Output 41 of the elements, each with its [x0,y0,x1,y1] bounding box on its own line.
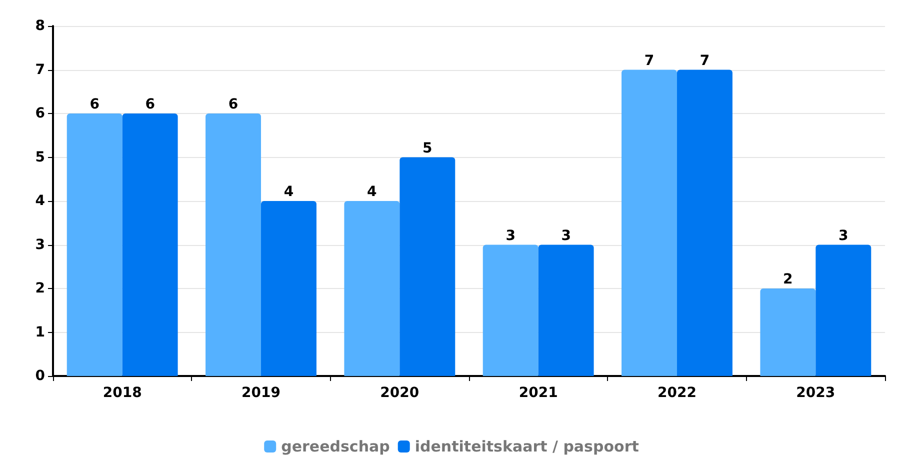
bar [622,70,677,376]
x-tick-label: 2018 [102,385,142,401]
data-label: 7 [644,52,654,69]
bar [66,114,122,376]
bar [482,244,538,376]
bar [206,114,261,376]
y-tick-label: 1 [35,324,45,340]
data-label: 6 [90,96,100,112]
x-tick-label: 2023 [796,385,836,401]
bar [816,244,872,376]
data-label: 5 [422,140,432,156]
y-tick-label: 6 [35,106,45,122]
bar [760,288,816,376]
data-label: 3 [506,228,516,244]
legend-label: gereedschap [281,438,390,456]
y-tick-label: 3 [35,236,45,253]
data-label: 6 [145,96,155,112]
bar [122,114,178,376]
y-tick-label: 5 [35,149,45,166]
x-tick-label: 2021 [518,385,558,401]
bar [261,201,316,376]
data-label: 2 [783,272,793,288]
legend-label: identiteitskaart / paspoort [414,438,639,456]
data-label: 3 [561,228,571,244]
x-tick-label: 2020 [380,385,420,401]
y-tick-label: 4 [35,193,46,209]
y-tick-label: 7 [35,62,45,78]
y-tick-label: 8 [35,18,45,34]
x-tick-label: 2019 [242,385,280,401]
x-tick-label: 2022 [658,385,696,401]
y-tick-label: 0 [35,368,46,384]
y-tick-label: 2 [35,280,45,296]
bar [538,244,594,376]
data-label: 6 [228,96,238,112]
bar [400,157,456,376]
bar [344,201,400,376]
data-label: 4 [367,184,378,200]
data-label: 3 [838,228,848,244]
data-label: 7 [700,52,710,69]
data-label: 4 [284,184,294,200]
bar [677,70,732,376]
